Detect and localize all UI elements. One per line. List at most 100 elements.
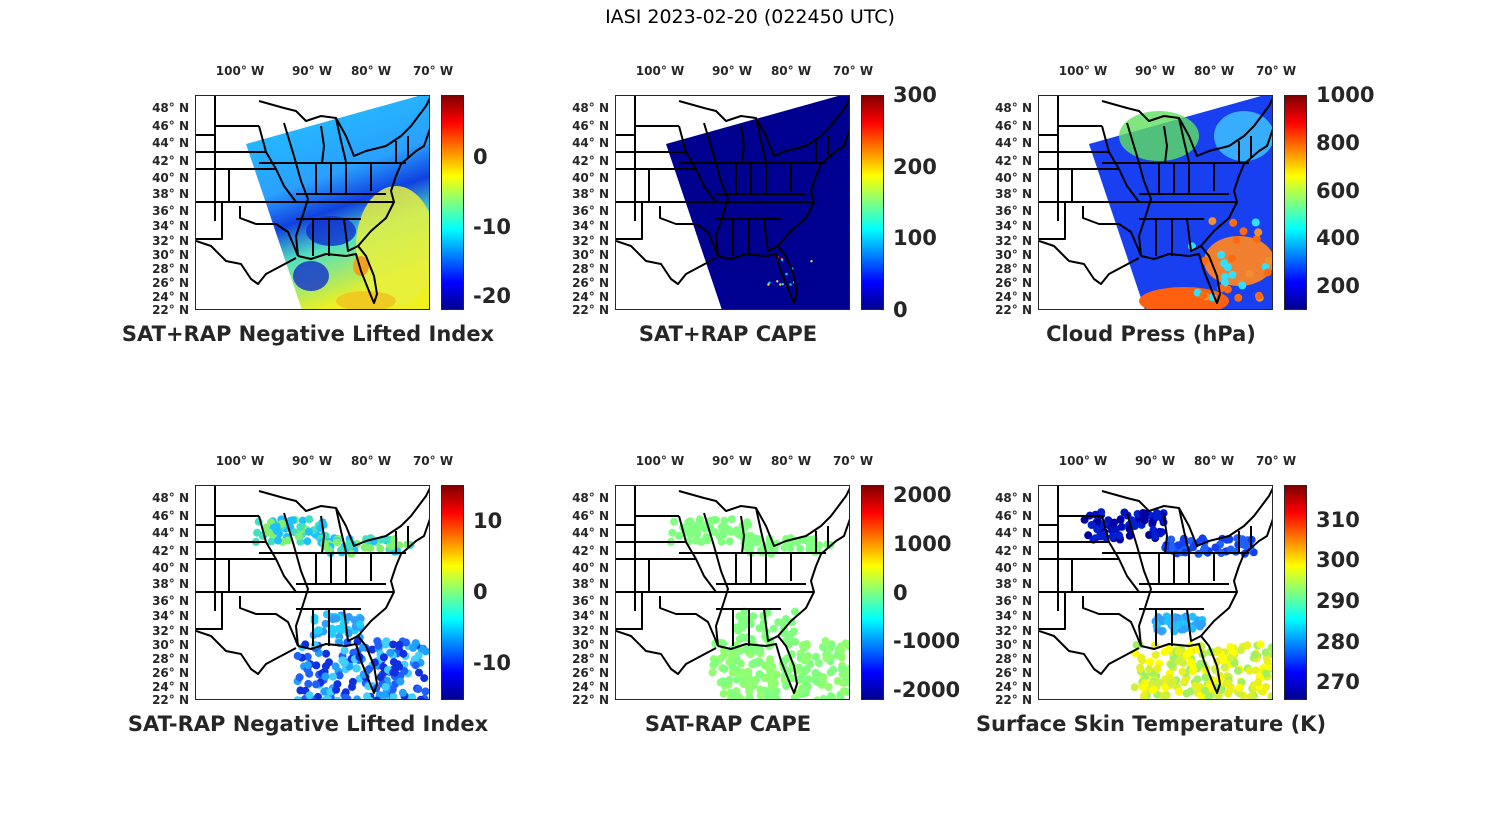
colorbar-tick-label: -10 (473, 214, 511, 239)
latitude-label: 38° N (572, 577, 609, 591)
colorbar-tick-label: 100 (893, 226, 937, 251)
latitude-label: 24° N (152, 290, 189, 304)
state-boundaries (196, 486, 429, 694)
latitude-label: 40° N (152, 561, 189, 575)
latitude-label: 48° N (995, 491, 1032, 505)
latitude-label: 44° N (152, 526, 189, 540)
latitude-label: 28° N (995, 262, 1032, 276)
latitude-label: 40° N (152, 171, 189, 185)
latitude-label: 46° N (152, 509, 189, 523)
map-svg (196, 486, 429, 699)
panel-title: SAT+RAP Negative Lifted Index (121, 322, 495, 346)
latitude-label: 22° N (152, 693, 189, 707)
latitude-label: 40° N (572, 561, 609, 575)
latitude-label: 42° N (995, 154, 1032, 168)
latitude-label: 42° N (995, 544, 1032, 558)
longitude-label: 70° W (1255, 454, 1297, 468)
latitude-label: 32° N (995, 624, 1032, 638)
colorbar-tick-label: 290 (1316, 589, 1360, 614)
latitude-label: 34° N (152, 219, 189, 233)
latitude-label: 44° N (995, 526, 1032, 540)
latitude-label: 38° N (572, 187, 609, 201)
latitude-label: 38° N (995, 187, 1032, 201)
map-svg (616, 96, 849, 309)
latitude-label: 24° N (572, 680, 609, 694)
state-boundaries (616, 96, 849, 304)
latitude-label: 22° N (995, 303, 1032, 317)
latitude-label: 30° N (995, 248, 1032, 262)
colorbar (441, 95, 464, 310)
latitude-label: 46° N (995, 119, 1032, 133)
map-svg (196, 96, 429, 309)
latitude-label: 26° N (995, 666, 1032, 680)
latitude-label: 26° N (572, 276, 609, 290)
latitude-label: 30° N (572, 638, 609, 652)
latitude-label: 28° N (572, 262, 609, 276)
latitude-label: 34° N (152, 609, 189, 623)
longitude-label: 80° W (1193, 454, 1235, 468)
data-overlay (1080, 508, 1272, 699)
longitude-label: 70° W (412, 64, 454, 78)
latitude-label: 42° N (572, 544, 609, 558)
longitude-label: 90° W (291, 64, 333, 78)
latitude-label: 44° N (572, 136, 609, 150)
latitude-label: 30° N (152, 248, 189, 262)
longitude-label: 90° W (1134, 454, 1176, 468)
colorbar (441, 485, 464, 700)
latitude-label: 48° N (995, 101, 1032, 115)
map-plot-area (1038, 95, 1273, 310)
latitude-label: 28° N (152, 652, 189, 666)
latitude-label: 32° N (152, 234, 189, 248)
colorbar-tick-label: -20 (473, 284, 511, 309)
latitude-label: 22° N (572, 693, 609, 707)
colorbar (861, 95, 884, 310)
map-plot-area (1038, 485, 1273, 700)
longitude-label: 90° W (711, 454, 753, 468)
colorbar-tick-label: 270 (1316, 670, 1360, 695)
latitude-label: 24° N (572, 290, 609, 304)
longitude-label: 80° W (770, 454, 812, 468)
latitude-label: 36° N (152, 204, 189, 218)
panel-title: Cloud Press (hPa) (1046, 322, 1256, 346)
latitude-label: 46° N (572, 119, 609, 133)
longitude-label: 90° W (1134, 64, 1176, 78)
map-svg (1039, 96, 1272, 309)
colorbar-tick-label: 300 (1316, 548, 1360, 573)
longitude-label: 100° W (215, 64, 265, 78)
state-boundaries (1039, 96, 1272, 304)
data-overlay (252, 515, 429, 699)
map-svg (1039, 486, 1272, 699)
latitude-label: 22° N (995, 693, 1032, 707)
colorbar-tick-label: 280 (1316, 629, 1360, 654)
state-boundaries (196, 96, 429, 304)
latitude-label: 40° N (995, 561, 1032, 575)
latitude-label: 36° N (995, 594, 1032, 608)
latitude-label: 26° N (572, 666, 609, 680)
map-plot-area (615, 95, 850, 310)
colorbar-tick-label: 1000 (893, 531, 952, 556)
latitude-label: 24° N (995, 680, 1032, 694)
latitude-label: 36° N (995, 204, 1032, 218)
latitude-label: 40° N (572, 171, 609, 185)
latitude-label: 46° N (995, 509, 1032, 523)
longitude-label: 100° W (635, 454, 685, 468)
latitude-label: 46° N (572, 509, 609, 523)
colorbar-tick-label: 200 (893, 154, 937, 179)
latitude-label: 30° N (995, 638, 1032, 652)
latitude-label: 26° N (995, 276, 1032, 290)
latitude-label: 44° N (995, 136, 1032, 150)
longitude-label: 100° W (1058, 64, 1108, 78)
latitude-label: 26° N (152, 666, 189, 680)
latitude-label: 22° N (152, 303, 189, 317)
colorbar (1284, 95, 1307, 310)
latitude-label: 46° N (152, 119, 189, 133)
state-boundaries (616, 486, 849, 694)
colorbar-tick-label: 2000 (893, 482, 952, 507)
latitude-label: 42° N (572, 154, 609, 168)
latitude-label: 32° N (572, 624, 609, 638)
latitude-label: 30° N (152, 638, 189, 652)
latitude-label: 42° N (152, 544, 189, 558)
panel-title: SAT-RAP CAPE (644, 712, 812, 736)
latitude-label: 34° N (995, 609, 1032, 623)
panel-title: Surface Skin Temperature (K) (975, 712, 1327, 736)
